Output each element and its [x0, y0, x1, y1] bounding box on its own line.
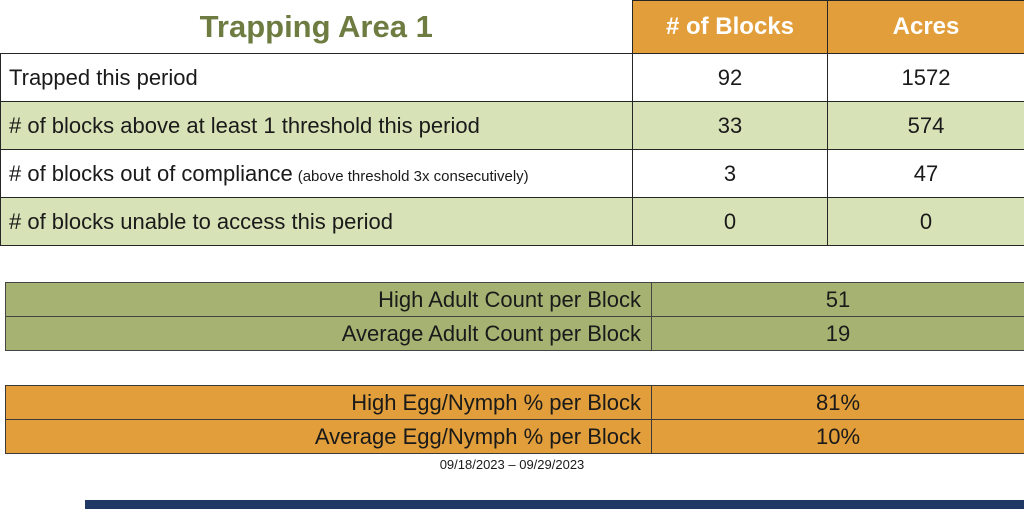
stat-label: High Adult Count per Block — [5, 282, 652, 317]
column-header-acres: Acres — [827, 0, 1024, 54]
row-label-text: # of blocks above at least 1 threshold t… — [9, 112, 480, 138]
table-row-above-threshold: # of blocks above at least 1 threshold t… — [0, 101, 1024, 150]
blocks-value: 3 — [632, 149, 828, 198]
row-label-text: Trapped this period — [9, 64, 198, 90]
row-label-note: (above threshold 3x consecutively) — [297, 167, 529, 185]
row-label-note — [480, 120, 485, 137]
table-row-high-adult: High Adult Count per Block 51 — [5, 282, 1024, 317]
row-label-text: # of blocks out of compliance — [9, 160, 293, 186]
summary-table: Trapping Area 1 # of Blocks Acres Trappe… — [0, 0, 1024, 246]
acres-value: 0 — [827, 197, 1024, 246]
page-title: Trapping Area 1 — [0, 0, 633, 54]
table-row-high-egg-nymph: High Egg/Nymph % per Block 81% — [5, 385, 1024, 420]
blocks-value: 33 — [632, 101, 828, 150]
blocks-value: 92 — [632, 53, 828, 102]
table-row-out-of-compliance: # of blocks out of compliance (above thre… — [0, 149, 1024, 198]
stat-value: 19 — [651, 316, 1024, 351]
acres-value: 47 — [827, 149, 1024, 198]
row-label: # of blocks unable to access this period — [0, 197, 633, 246]
stat-value: 81% — [651, 385, 1024, 420]
row-label-note — [198, 72, 203, 89]
table-row-average-egg-nymph: Average Egg/Nymph % per Block 10% — [5, 419, 1024, 454]
acres-value: 574 — [827, 101, 1024, 150]
row-label: # of blocks above at least 1 threshold t… — [0, 101, 633, 150]
row-label: # of blocks out of compliance (above thre… — [0, 149, 633, 198]
row-label-note — [393, 216, 398, 233]
table-row-average-adult: Average Adult Count per Block 19 — [5, 316, 1024, 351]
stat-label: Average Adult Count per Block — [5, 316, 652, 351]
adult-count-table: High Adult Count per Block 51 Average Ad… — [5, 282, 1024, 351]
footer-accent-bar — [85, 500, 1024, 509]
stat-value: 51 — [651, 282, 1024, 317]
stat-value: 10% — [651, 419, 1024, 454]
acres-value: 1572 — [827, 53, 1024, 102]
row-label: Trapped this period — [0, 53, 633, 102]
egg-nymph-table: High Egg/Nymph % per Block 81% Average E… — [5, 385, 1024, 454]
blocks-value: 0 — [632, 197, 828, 246]
stat-label: High Egg/Nymph % per Block — [5, 385, 652, 420]
table-row-unable-to-access: # of blocks unable to access this period… — [0, 197, 1024, 246]
column-header-blocks: # of Blocks — [632, 0, 828, 54]
stat-label: Average Egg/Nymph % per Block — [5, 419, 652, 454]
row-label-text: # of blocks unable to access this period — [9, 208, 394, 234]
table-row-trapped: Trapped this period 92 1572 — [0, 53, 1024, 102]
date-range: 09/18/2023 – 09/29/2023 — [439, 457, 585, 472]
summary-header-row: Trapping Area 1 # of Blocks Acres — [0, 0, 1024, 54]
